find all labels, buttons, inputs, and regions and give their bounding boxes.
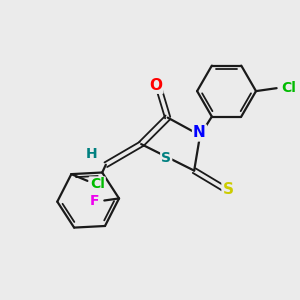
Text: N: N — [193, 125, 206, 140]
Text: F: F — [90, 194, 99, 208]
Text: S: S — [161, 151, 171, 165]
Text: S: S — [223, 182, 233, 197]
Text: H: H — [85, 147, 97, 161]
Text: Cl: Cl — [90, 177, 105, 191]
Text: O: O — [149, 78, 162, 93]
Text: Cl: Cl — [281, 81, 296, 95]
